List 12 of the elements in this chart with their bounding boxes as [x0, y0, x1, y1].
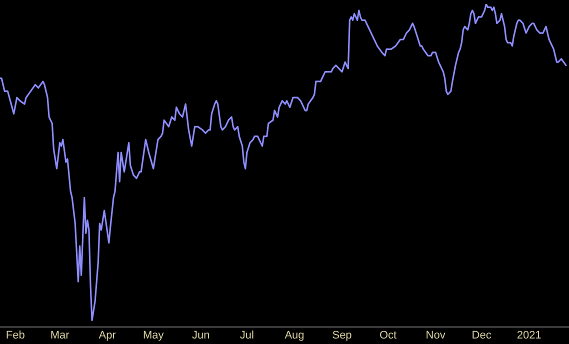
x-tick-label: Nov [426, 329, 446, 342]
x-tick-label: May [142, 329, 164, 342]
x-tick-label: Jul [240, 329, 254, 342]
x-tick-label: Mar [50, 329, 70, 342]
x-tick-label: Sep [332, 329, 352, 342]
x-tick-label: Aug [284, 329, 304, 342]
x-tick-label: Apr [98, 329, 116, 342]
x-tick-label: Dec [472, 329, 492, 342]
x-tick-label: Jun [192, 329, 210, 342]
x-tick-label: 2021 [516, 329, 542, 342]
x-tick-label: Oct [379, 329, 397, 342]
x-tick-label: Feb [6, 329, 25, 342]
